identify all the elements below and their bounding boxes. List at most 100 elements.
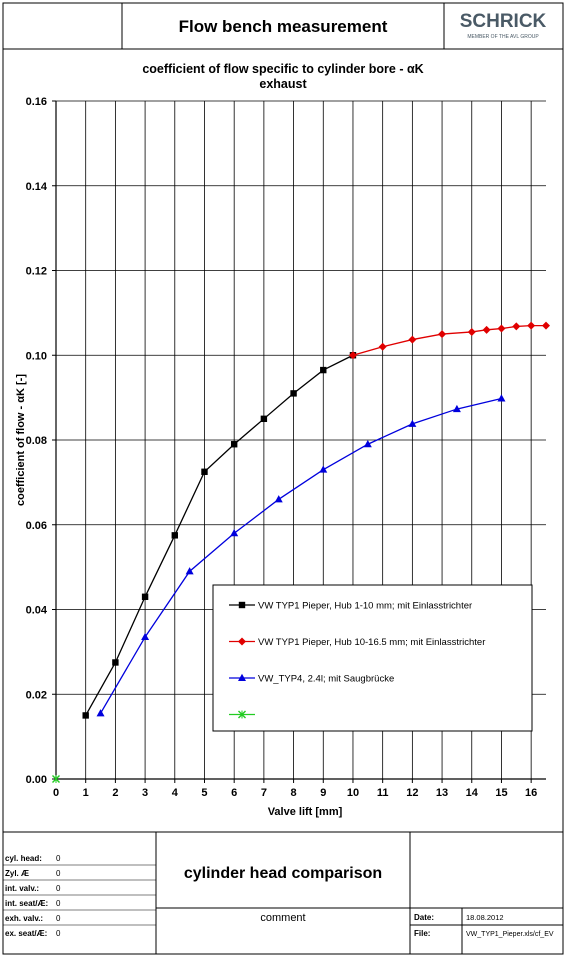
y-tick-labels: 0.00 0.02 0.04 0.06 0.08 0.10 0.12 0.14 0.16 xyxy=(26,96,56,786)
x-tick-label: 9 xyxy=(320,787,326,799)
y-tick-label: 0.00 xyxy=(26,774,47,786)
data-point xyxy=(52,775,60,783)
spec-label: ex. seat/Æ: xyxy=(5,929,47,938)
y-tick-label: 0.04 xyxy=(26,605,48,617)
series-4 xyxy=(52,775,60,783)
data-point xyxy=(542,321,550,330)
data-point xyxy=(527,321,536,330)
chart-subtitle: exhaust xyxy=(259,77,307,91)
data-point xyxy=(171,532,178,539)
y-axis-label: coefficient of flow - αK [-] xyxy=(15,374,27,506)
x-tick-label: 8 xyxy=(291,787,297,799)
series-2 xyxy=(348,321,550,360)
y-tick-label: 0.02 xyxy=(26,689,47,701)
y-tick-label: 0.16 xyxy=(26,96,47,108)
date-value: 18.08.2012 xyxy=(466,913,504,922)
y-tick-label: 0.10 xyxy=(26,350,47,362)
schrick-logo-subtext: MEMBER OF THE AVL GROUP xyxy=(467,34,539,40)
chart-legend: VW TYP1 Pieper, Hub 1-10 mm; mit Einlass… xyxy=(212,584,533,732)
y-tick-label: 0.14 xyxy=(26,181,48,193)
legend-marker xyxy=(238,637,246,646)
data-point xyxy=(230,529,239,537)
data-point xyxy=(452,404,461,413)
data-point xyxy=(363,440,372,448)
chart-title: coefficient of flow specific to cylinder… xyxy=(142,62,423,76)
comment-label: comment xyxy=(260,912,305,924)
legend-item-4 xyxy=(229,710,255,719)
data-point xyxy=(482,325,491,334)
x-tick-label: 2 xyxy=(112,787,118,799)
data-point xyxy=(201,468,208,475)
x-tick-label: 0 xyxy=(53,787,59,799)
data-point xyxy=(378,342,387,351)
data-point xyxy=(96,709,105,717)
schrick-logo: SCHRICK xyxy=(460,11,547,32)
data-point xyxy=(497,394,506,402)
x-tick-label: 1 xyxy=(83,787,89,799)
legend-item-2: VW TYP1 Pieper, Hub 10-16.5 mm; mit Einl… xyxy=(229,637,485,648)
y-tick-label: 0.08 xyxy=(26,435,47,447)
spec-value: 0 xyxy=(56,914,61,923)
data-point xyxy=(290,390,297,397)
x-tick-label: 10 xyxy=(347,787,359,799)
y-tick-label: 0.06 xyxy=(26,520,47,532)
data-point xyxy=(82,712,89,719)
data-point xyxy=(497,324,506,333)
data-point xyxy=(319,465,328,473)
spec-label: cyl. head: xyxy=(5,854,42,863)
spec-value: 0 xyxy=(56,929,61,938)
legend-label: VW TYP1 Pieper, Hub 1-10 mm; mit Einlass… xyxy=(258,601,472,612)
cylinder-spec-table: cyl. head: 0 Zyl. Æ 0 int. valv.: 0 int. seat/… xyxy=(3,854,156,938)
data-point xyxy=(260,415,268,423)
series-3 xyxy=(96,394,506,717)
legend-marker xyxy=(238,601,246,609)
legend-label: VW_TYP4, 2.4l; mit Saugbrücke xyxy=(258,674,394,685)
series-line xyxy=(85,354,354,716)
x-tick-label: 16 xyxy=(525,787,537,799)
legend-item-1: VW TYP1 Pieper, Hub 1-10 mm; mit Einlass… xyxy=(229,601,472,612)
legend-marker xyxy=(238,710,246,719)
spec-label: Zyl. Æ xyxy=(5,869,29,878)
data-point xyxy=(141,632,150,641)
chart: coefficient of flow specific to cylinder… xyxy=(15,62,550,818)
data-point xyxy=(438,330,447,339)
file-label: File: xyxy=(414,929,430,938)
x-axis-label: Valve lift [mm] xyxy=(268,806,343,818)
date-label: Date: xyxy=(414,913,434,922)
x-tick-label: 3 xyxy=(142,787,148,799)
data-point xyxy=(141,593,149,600)
legend-item-3: VW_TYP4, 2.4l; mit Saugbrücke xyxy=(229,674,394,685)
x-tick-label: 4 xyxy=(172,787,179,799)
data-point xyxy=(320,366,327,374)
header: Flow bench measurement SCHRICK MEMBER OF… xyxy=(2,2,564,50)
file-value: VW_TYP1_Pieper.xls/cf_EV xyxy=(466,931,554,938)
x-tick-label: 5 xyxy=(201,787,207,799)
y-tick-label: 0.12 xyxy=(26,266,47,278)
data-point xyxy=(467,327,476,336)
x-tick-label: 7 xyxy=(261,787,267,799)
data-point xyxy=(274,495,283,503)
spec-label: exh. valv.: xyxy=(5,914,43,923)
x-tick-label: 6 xyxy=(231,787,237,799)
x-tick-label: 14 xyxy=(466,787,479,799)
data-point xyxy=(112,659,119,666)
spec-label: int. seat/Æ: xyxy=(5,899,48,908)
series-1 xyxy=(82,352,357,719)
series-line xyxy=(352,324,546,356)
data-point xyxy=(348,351,357,360)
series-line xyxy=(99,397,502,714)
header-title: Flow bench measurement xyxy=(179,17,388,36)
footer: cyl. head: 0 Zyl. Æ 0 int. valv.: 0 int. seat/… xyxy=(2,831,564,955)
spec-value: 0 xyxy=(56,854,61,863)
comparison-heading: cylinder head comparison xyxy=(184,865,382,882)
data-point xyxy=(230,441,238,448)
spec-value: 0 xyxy=(56,869,61,878)
legend-marker xyxy=(238,673,246,681)
data-point xyxy=(408,419,417,427)
x-tick-label: 11 xyxy=(377,787,389,799)
chart-series xyxy=(52,321,550,783)
data-point xyxy=(512,322,521,331)
data-point xyxy=(185,567,194,575)
data-point xyxy=(408,335,417,344)
